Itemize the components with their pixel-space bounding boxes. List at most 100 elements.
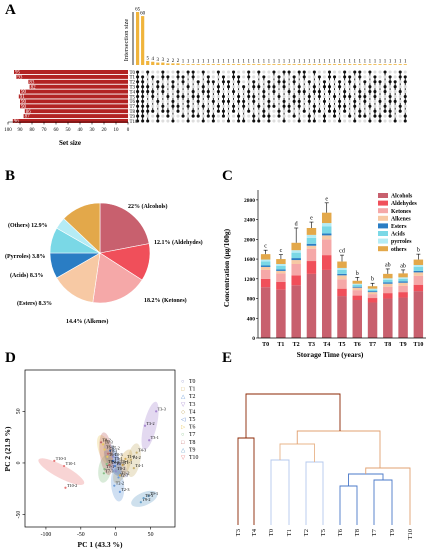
pie-slice-label: (Pyrroles) 3.8% [5, 253, 46, 260]
pca-point [103, 468, 106, 471]
intersection-dot-inactive [292, 104, 296, 108]
intersection-dot-active [181, 94, 185, 99]
intersection-dot-inactive [237, 70, 241, 74]
intersection-dot-active [146, 104, 150, 108]
intersection-dot-active [226, 80, 231, 84]
pca-point-label: T0-2 [117, 466, 125, 471]
intersection-dot-inactive [287, 85, 291, 89]
stack-segment [398, 281, 408, 283]
intersection-dot-inactive [287, 75, 291, 79]
intersection-dot-inactive [156, 104, 160, 108]
intersection-dot-active [221, 114, 225, 118]
stack-segment [383, 293, 393, 299]
pca-point-label: T2-1 [120, 472, 128, 477]
intersection-dot-active [297, 70, 301, 74]
intersection-bar-label: 1 [253, 60, 256, 65]
intersection-bar [358, 64, 362, 65]
intersection-dot-active [338, 119, 342, 123]
pca-point-label: T8-3 [111, 460, 119, 465]
intersection-dot-active [211, 114, 215, 118]
intersection-dot-inactive [247, 114, 251, 118]
dendrogram-link [339, 485, 358, 525]
dendrogram-leaf-label: T10 [407, 529, 414, 539]
stack-legend-label: others [391, 247, 407, 253]
pca-group-ellipse [103, 442, 122, 477]
intersection-bar [378, 64, 382, 65]
intersection-dot-inactive [257, 99, 261, 103]
intersection-dot-active [242, 99, 246, 103]
intersection-bar [186, 64, 190, 65]
intersection-dot-active [322, 119, 327, 123]
intersection-dot-active [333, 109, 337, 113]
intersection-dot-active [343, 75, 347, 79]
stack-segment [413, 259, 424, 265]
intersection-dot-inactive [151, 99, 155, 103]
intersection-bar-label: 1 [268, 60, 271, 65]
intersection-dot-active [171, 85, 175, 89]
stack-segment [398, 277, 408, 279]
intersection-dot-active [186, 119, 190, 123]
intersection-dot-active [216, 104, 220, 108]
stack-segment [306, 261, 317, 274]
intersection-dot-active [237, 119, 241, 123]
set-size-value: 90 [21, 105, 27, 110]
pca-legend-label: T8 [189, 440, 196, 446]
intersection-dot-active [388, 80, 392, 84]
stack-significance-letter: e [325, 196, 328, 202]
intersection-dot-active [388, 75, 392, 79]
intersection-dot-inactive [302, 94, 306, 99]
intersection-dot-active [186, 99, 190, 103]
pca-point-label: T6-2 [106, 445, 114, 450]
intersection-dot-active [176, 75, 180, 79]
intersection-bar-label: 1 [364, 60, 367, 65]
pca-x-tick-label: -50 [77, 532, 85, 538]
intersection-dot-inactive [348, 104, 352, 108]
intersection-dot-inactive [368, 75, 372, 79]
intersection-bar-label: 2 [172, 59, 175, 64]
intersection-dot-active [267, 99, 271, 103]
intersection-bar-label: 1 [202, 60, 205, 65]
intersection-dot-active [166, 114, 170, 118]
intersection-dot-inactive [353, 80, 357, 84]
intersection-dot-inactive [267, 109, 271, 113]
pca-point-label: T1-2 [121, 470, 129, 475]
stack-segment [260, 261, 271, 266]
intersection-dot-inactive [221, 90, 225, 94]
intersection-dot-inactive [358, 119, 362, 123]
intersection-bar-label: 1 [247, 60, 250, 65]
stack-segment [367, 302, 378, 338]
pca-point-label: T0-1 [121, 459, 129, 464]
intersection-dot-inactive [383, 119, 387, 123]
stack-legend-swatch [378, 238, 388, 244]
intersection-dot-inactive [297, 80, 301, 84]
pca-point [102, 443, 105, 446]
intersection-dot-inactive [196, 75, 200, 79]
intersection-dot-active [277, 80, 281, 84]
intersection-bar [312, 64, 316, 65]
intersection-dot-inactive [317, 114, 321, 118]
intersection-dot-inactive [292, 70, 296, 74]
pca-group-ellipse [141, 401, 159, 450]
stack-segment [352, 295, 363, 301]
stack-x-axis-label: Storage Time (years) [297, 350, 364, 359]
intersection-dot-inactive [267, 90, 271, 94]
intersection-dot-active [333, 114, 337, 118]
stack-segment [383, 286, 393, 294]
dendrogram-link [296, 430, 381, 468]
set-name-label: T9 [130, 115, 136, 120]
intersection-dot-active [136, 70, 140, 74]
intersection-dot-inactive [333, 99, 337, 103]
intersection-dot-inactive [252, 104, 256, 108]
intersection-bar [136, 12, 140, 65]
intersection-bar [211, 64, 215, 65]
intersection-dot-inactive [363, 75, 367, 79]
intersection-dot-active [312, 70, 316, 74]
intersection-bar-label: 1 [348, 60, 351, 65]
intersection-dot-inactive [322, 70, 327, 74]
intersection-bar-label: 4 [152, 57, 155, 62]
intersection-dot-active [292, 94, 296, 99]
pca-point [108, 463, 111, 467]
intersection-dot-active [181, 114, 185, 118]
intersection-dot-inactive [151, 80, 155, 84]
intersection-dot-active [221, 109, 225, 113]
